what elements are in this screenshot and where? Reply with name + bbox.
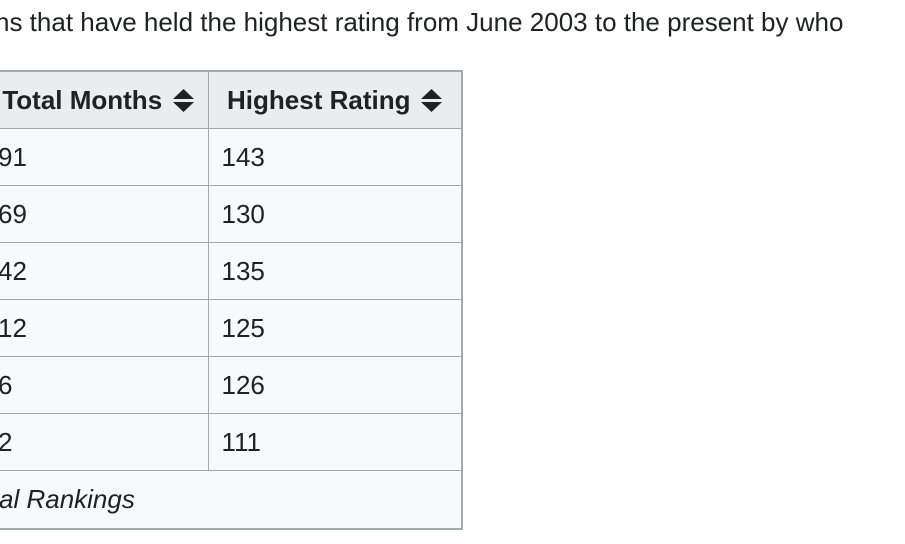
highest-rating-cell: 143 [207, 128, 463, 186]
sort-icon [421, 88, 443, 112]
sort-icon [173, 88, 195, 112]
total-months-cell: 42 [0, 242, 209, 300]
column-header-label: Highest Rating [227, 84, 411, 115]
column-header-highest-rating[interactable]: Highest Rating [207, 70, 463, 129]
ratings-table: Total Months Highest Rating [0, 70, 463, 530]
intro-text: ns that have held the highest rating fro… [0, 7, 844, 37]
table-row: 42 135 [0, 242, 463, 300]
column-header-label: Total Months [2, 84, 163, 115]
total-months-cell: 12 [0, 299, 209, 357]
total-months-cell: 91 [0, 128, 209, 186]
column-header-total-months[interactable]: Total Months [0, 70, 209, 129]
table-row: 91 143 [0, 128, 463, 186]
table-row: 12 125 [0, 299, 463, 357]
total-months-cell: 2 [0, 413, 209, 471]
highest-rating-cell: 126 [207, 356, 463, 414]
header-row: Total Months Highest Rating [0, 70, 463, 129]
table-row: 2 111 [0, 413, 463, 471]
total-months-cell: 69 [0, 185, 209, 243]
highest-rating-cell: 125 [207, 299, 463, 357]
table-row: 6 126 [0, 356, 463, 414]
highest-rating-cell: 111 [207, 413, 463, 471]
total-months-cell: 6 [0, 356, 209, 414]
highest-rating-cell: 135 [207, 242, 463, 300]
table-footer-note: al Rankings [0, 470, 463, 530]
footer-row: al Rankings [0, 470, 463, 530]
table-row: 69 130 [0, 185, 463, 243]
highest-rating-cell: 130 [207, 185, 463, 243]
